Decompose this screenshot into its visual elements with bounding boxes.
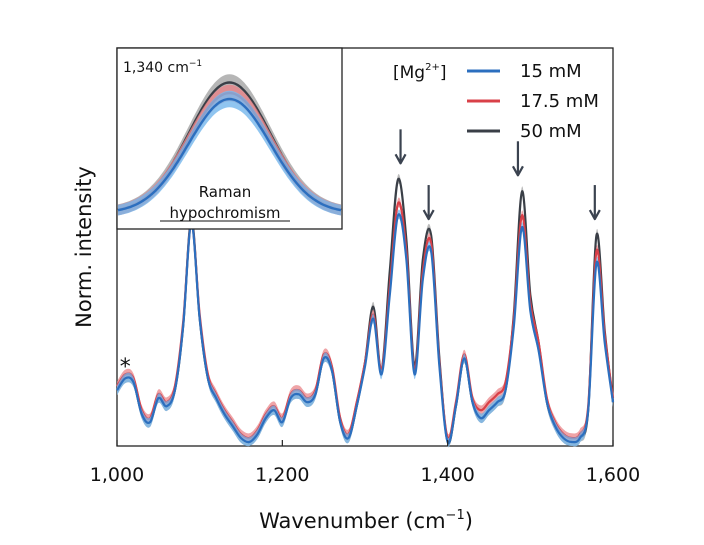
legend: [Mg2+] 15 mM 17.5 mM 50 mM	[393, 61, 599, 142]
legend-title-sup: 2+	[425, 62, 440, 73]
inset-title-sup: −1	[189, 59, 202, 69]
legend-title-close: ]	[440, 63, 447, 83]
x-tick-label-1600: 1,600	[586, 464, 640, 486]
x-tick-label-1400: 1,400	[420, 464, 474, 486]
x-axis-label-close: )	[465, 509, 473, 533]
peak-arrow-1578	[588, 185, 601, 221]
legend-entry-17-5-mm: 17.5 mM	[467, 91, 599, 112]
inset-annotation-line2: hypochromism	[169, 204, 280, 222]
inset-annotation-line1: Raman	[199, 183, 252, 201]
legend-label-17-5-mm: 17.5 mM	[520, 91, 599, 112]
series-line-15-mm	[116, 213, 615, 445]
star-marker: *	[120, 355, 131, 380]
x-tick-label-1200: 1,200	[255, 464, 309, 486]
legend-title: [Mg2+]	[393, 62, 446, 83]
inset-title: 1,340 cm−1	[123, 59, 202, 76]
legend-title-main: [Mg	[393, 63, 425, 83]
peak-arrow-1343	[394, 129, 407, 165]
inset-title-main: 1,340 cm	[123, 60, 189, 76]
legend-label-15-mm: 15 mM	[520, 61, 582, 82]
x-tick-label-1000: 1,000	[90, 464, 144, 486]
legend-entry-15-mm: 15 mM	[467, 61, 582, 82]
peak-arrow-1377	[422, 185, 435, 221]
peak-arrows	[394, 129, 601, 221]
x-axis: 1,000 1,200 1,400 1,600	[90, 440, 640, 486]
inset-series-group	[117, 74, 342, 216]
legend-entries: 15 mM 17.5 mM 50 mM	[467, 61, 599, 142]
inset-line-15-mm	[117, 97, 342, 212]
x-axis-label: Wavenumber (cm−1)	[259, 508, 473, 533]
inset-panel: 1,340 cm−1 Raman hypochromism	[116, 47, 343, 230]
legend-entry-50-mm: 50 mM	[467, 121, 582, 142]
x-axis-label-main: Wavenumber (cm	[259, 509, 445, 533]
x-axis-label-sup: −1	[446, 508, 465, 523]
legend-label-50-mm: 50 mM	[520, 121, 582, 142]
y-axis-label: Norm. intensity	[72, 166, 96, 328]
peak-arrow-1485	[511, 141, 524, 177]
main-series-group	[116, 174, 615, 448]
